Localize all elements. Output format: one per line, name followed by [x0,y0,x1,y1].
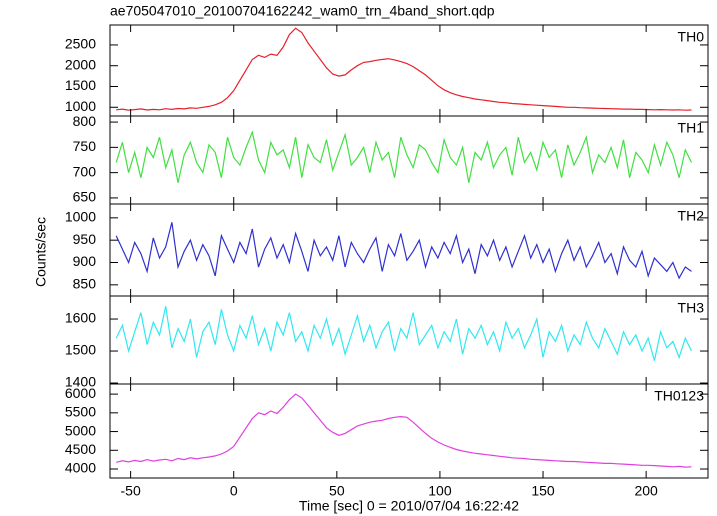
x-tick-label: 50 [329,483,345,499]
x-tick-label: 100 [428,483,452,499]
y-tick-label: 650 [73,189,97,205]
y-tick-label: 1000 [65,209,96,225]
y-tick-label: 2000 [65,56,96,72]
chart-title: ae705047010_20100704162242_wam0_trn_4ban… [110,3,495,19]
panel-label: TH3 [678,300,705,316]
x-tick-label: 0 [230,483,238,499]
panel-label: TH0123 [654,388,704,404]
y-axis-label: Counts/sec [33,217,49,287]
y-tick-label: 950 [73,231,97,247]
y-tick-label: 4000 [65,460,96,476]
y-tick-label: 1600 [65,310,96,326]
panel-frame [109,203,709,297]
y-tick-label: 5000 [65,422,96,438]
y-tick-label: 800 [73,113,97,129]
y-tick-label: 1500 [65,342,96,358]
x-tick-label: 150 [531,483,555,499]
y-tick-label: 1400 [65,374,96,390]
panel-frame [109,295,709,385]
panel-label: TH1 [678,120,705,136]
x-axis-label: Time [sec] 0 = 2010/07/04 16:22:42 [299,498,519,514]
y-tick-label: 5500 [65,404,96,420]
panel-label: TH2 [678,208,705,224]
series-line [115,130,693,183]
x-tick-label: -50 [121,483,141,499]
series-line [116,27,692,111]
y-tick-label: 850 [73,276,97,292]
series-line [115,222,692,280]
y-tick-label: 1500 [65,77,96,93]
y-tick-label: 2500 [65,36,96,52]
y-tick-label: 1000 [65,98,96,114]
y-tick-label: 4500 [65,441,96,457]
y-tick-label: 750 [73,138,97,154]
y-tick-label: 6000 [65,385,96,401]
panel-frame [109,383,709,479]
panel-frame [109,24,709,117]
x-tick-label: 200 [634,483,658,499]
y-tick-label: 900 [73,253,97,269]
series-line [115,306,693,361]
series-line [116,393,692,468]
panel-label: TH0 [678,29,705,45]
y-tick-label: 700 [73,163,97,179]
